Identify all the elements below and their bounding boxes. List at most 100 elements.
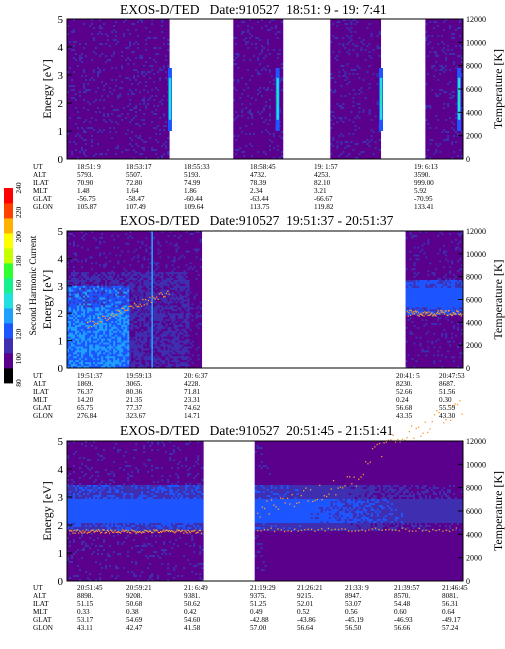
temperature-point	[462, 414, 463, 415]
temperature-point	[449, 310, 450, 311]
temperature-point	[406, 437, 407, 438]
y2-tick-label: 12000	[466, 227, 486, 236]
ephemeris-value: 3590.	[414, 171, 430, 179]
ephemeris-value: 5.92	[414, 187, 427, 195]
temperature-point	[429, 531, 430, 532]
y-tick-label: 1	[58, 126, 64, 138]
ephemeris-value: -58.47	[126, 195, 145, 203]
temperature-point	[102, 316, 103, 317]
temperature-point	[428, 311, 429, 312]
temperature-point	[374, 446, 375, 447]
temperature-point	[381, 456, 382, 457]
ephemeris-value: 43.30	[439, 412, 455, 420]
temperature-point	[365, 461, 366, 462]
ephemeris-value: 41.58	[184, 624, 200, 632]
panel-2-heatmap	[67, 231, 463, 368]
ephemeris-row-label: MLT	[33, 187, 48, 195]
temperature-point	[338, 529, 339, 530]
temperature-point	[328, 528, 329, 529]
panel-2-title: EXOS-D/TED Date:910527 19:51:37 - 20:51:…	[120, 213, 393, 229]
temperature-point	[429, 428, 430, 429]
temperature-point	[120, 312, 121, 313]
ephemeris-value: 55.59	[439, 404, 455, 412]
temperature-point	[98, 529, 99, 530]
ephemeris-value: 50.68	[126, 600, 142, 608]
y2-tick-label: 4000	[466, 530, 482, 539]
temperature-point	[123, 308, 124, 309]
temperature-point	[115, 314, 116, 315]
temperature-point	[89, 532, 90, 533]
temperature-point	[355, 530, 356, 531]
colorbar-swatch	[4, 188, 13, 203]
temperature-point	[183, 533, 184, 534]
temperature-point	[140, 304, 141, 305]
y-tick-label: 5	[58, 14, 64, 26]
colorbar-swatch	[4, 293, 13, 308]
y2-tick-label: 2000	[466, 132, 482, 141]
y-tick-label: 2	[58, 520, 64, 532]
temperature-point	[287, 498, 288, 499]
y2-tick-label: 6000	[466, 507, 482, 516]
ephemeris-value: 109.64	[184, 203, 204, 211]
temperature-point	[360, 476, 361, 477]
colorbar-tick-label: 220	[14, 207, 23, 219]
temperature-point	[99, 530, 100, 531]
temperature-point	[351, 483, 352, 484]
y2-tick-label: 8000	[466, 62, 482, 71]
ephemeris-value: 18:53:17	[126, 163, 152, 171]
temperature-point	[271, 499, 272, 500]
temperature-point	[276, 506, 277, 507]
ephemeris-value: 20:41: 5	[396, 372, 420, 380]
temperature-point	[449, 531, 450, 532]
ephemeris-value: 0.60	[394, 608, 407, 616]
ephemeris-value: 19: 6:13	[414, 163, 438, 171]
temperature-point	[77, 529, 78, 530]
temperature-point	[423, 315, 424, 316]
temperature-point	[438, 310, 439, 311]
ephemeris-value: 54.60	[184, 616, 200, 624]
ephemeris-value: 4228.	[184, 380, 200, 388]
temperature-point	[113, 531, 114, 532]
colorbar-swatch	[4, 203, 13, 218]
temperature-point	[175, 531, 176, 532]
temperature-point	[375, 528, 376, 529]
ephemeris-row-label: GLAT	[33, 195, 51, 203]
temperature-point	[110, 315, 111, 316]
temperature-point	[432, 529, 433, 530]
temperature-point	[260, 530, 261, 531]
y-tick-label: 2	[58, 308, 64, 320]
y2-tick-label: 10000	[466, 38, 486, 47]
temperature-point	[434, 414, 435, 415]
temperature-point	[432, 421, 433, 422]
ephemeris-value: 72.80	[126, 179, 142, 187]
ephemeris-value: 1.86	[184, 187, 197, 195]
ephemeris-value: 9208.	[126, 592, 142, 600]
temperature-point	[101, 321, 102, 322]
ephemeris-value: 50.62	[184, 600, 200, 608]
temperature-point	[308, 500, 309, 501]
ephemeris-value: 4732.	[250, 171, 266, 179]
ephemeris-value: 54.48	[394, 600, 410, 608]
ephemeris-value: 18:55:33	[184, 163, 210, 171]
temperature-point	[310, 489, 311, 490]
temperature-point	[101, 532, 102, 533]
temperature-point	[411, 425, 412, 426]
temperature-point	[427, 315, 428, 316]
temperature-point	[142, 299, 143, 300]
temperature-point	[418, 312, 419, 313]
temperature-point	[358, 479, 359, 480]
ephemeris-value: -46.93	[394, 616, 413, 624]
temperature-point	[427, 432, 428, 433]
temperature-point	[117, 310, 118, 311]
temperature-point	[73, 530, 74, 531]
temperature-point	[305, 488, 306, 489]
temperature-point	[71, 531, 72, 532]
temperature-point	[341, 528, 342, 529]
y-tick-label: 3	[58, 70, 64, 82]
ephemeris-value: 3065.	[126, 380, 142, 388]
temperature-point	[312, 501, 313, 502]
temperature-point	[137, 306, 138, 307]
ephemeris-value: 57.00	[250, 624, 266, 632]
temperature-point	[397, 439, 398, 440]
ephemeris-value: 8570.	[394, 592, 410, 600]
